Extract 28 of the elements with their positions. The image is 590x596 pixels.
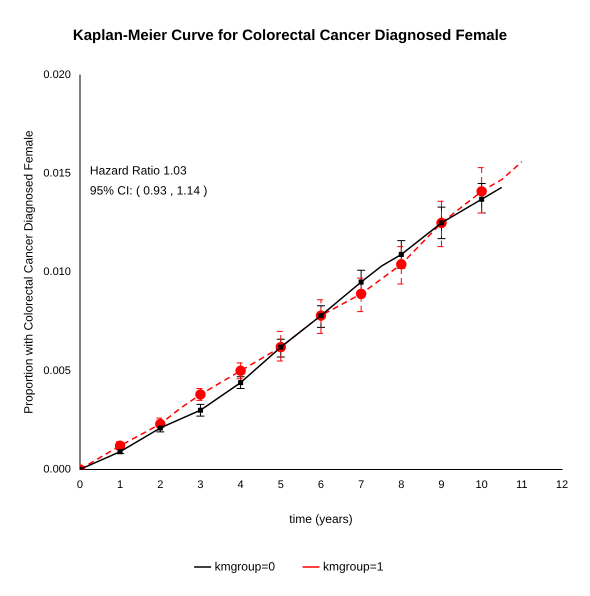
x-tick-label: 7 [358,479,364,492]
x-tick-label: 5 [278,479,284,492]
chart-title: Kaplan-Meier Curve for Colorectal Cancer Diagnosed Female [72,27,508,44]
x-tick-label: 12 [556,479,568,492]
point [396,259,407,270]
x-tick-label: 11 [516,479,528,492]
x-tick-label: 4 [238,479,244,492]
legend-label: kmgroup=1 [323,559,384,574]
y-tick-label: 0.005 [43,364,71,377]
x-tick-label: 9 [438,479,445,492]
x-tick-label: 3 [197,479,204,492]
x-tick-label: 1 [117,479,124,492]
y-tick-label: 0.015 [43,168,71,180]
y-tick-label: 0.020 [43,69,71,82]
y-axis-title: Proportion with Colorectal Cancer Diagnosed Female [22,130,36,414]
x-axis-title: time (years) [289,512,353,526]
annotation: 95% CI: ( 0.93 , 1.14 ) [90,183,208,198]
x-tick-label: 8 [398,479,404,492]
y-tick-label: 0.000 [43,463,71,476]
x-tick-label: 0 [76,479,83,492]
annotation: Hazard Ratio 1.03 [90,163,187,178]
point [235,366,246,376]
x-tick-label: 6 [318,479,324,492]
y-tick-label: 0.010 [43,266,71,278]
legend-label: kmgroup=0 [214,559,276,574]
x-tick-label: 2 [157,479,164,492]
x-tick-label: 10 [476,479,488,492]
point [356,288,366,300]
